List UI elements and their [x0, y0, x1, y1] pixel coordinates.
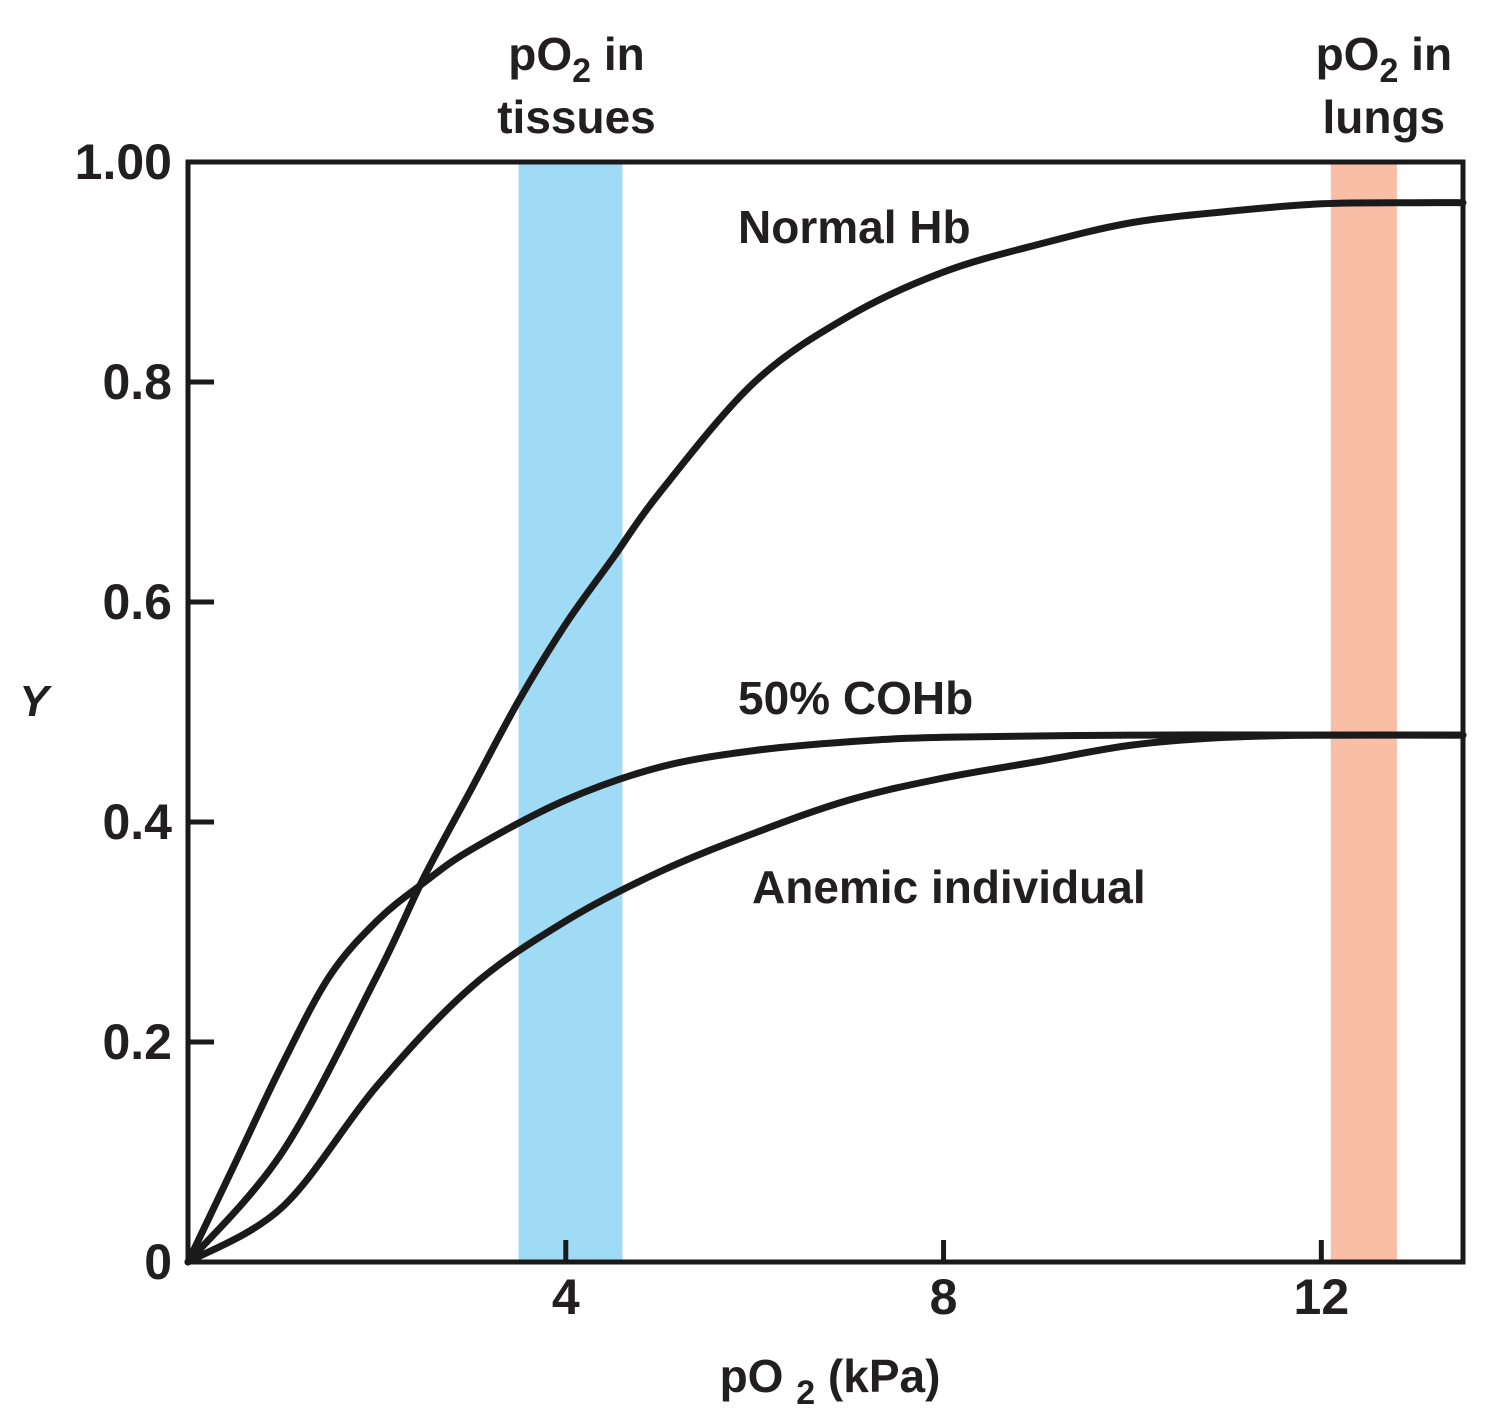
band-label-lungs-line1: pO2 in: [1316, 28, 1452, 90]
band-label-tail: in: [591, 28, 645, 80]
x-tick-label-4: 4: [552, 1269, 580, 1325]
y-tick-label-0.8: 0.8: [102, 354, 172, 410]
band-label-po: pO: [1316, 28, 1380, 80]
y-axis-label: Y: [19, 677, 52, 726]
y-tick-label-0: 0: [144, 1234, 172, 1290]
x-axis-label-sub: 2: [796, 1374, 815, 1410]
band-label-tissues-line2: tissues: [497, 91, 656, 143]
series-line-normal-hb: [184, 199, 1467, 1266]
curve-label-50-cohb: 50% COHb: [738, 672, 973, 724]
series-line-50-cohb: [184, 731, 1467, 1266]
y-tick-label-0.2: 0.2: [102, 1014, 172, 1070]
curve-layer: [184, 199, 1467, 1266]
band-label-po: pO: [508, 28, 572, 80]
x-axis-label-main: pO: [720, 1350, 784, 1402]
y-tick-label-0.6: 0.6: [102, 574, 172, 630]
band-label-lungs-line2: lungs: [1322, 91, 1445, 143]
band-label-tissues-line1: pO2 in: [508, 28, 644, 90]
x-axis-label: pO 2 (kPa): [720, 1350, 941, 1410]
band-label-sub: 2: [572, 52, 591, 90]
x-axis-label-unit: (kPa): [815, 1350, 940, 1402]
curve-label-anemic-individual: Anemic individual: [752, 861, 1146, 913]
y-tick-label-1.00: 1.00: [75, 134, 172, 190]
y-tick-label-0.4: 0.4: [102, 794, 172, 850]
x-tick-label-8: 8: [930, 1269, 958, 1325]
x-tick-label-12: 12: [1294, 1269, 1350, 1325]
curve-label-normal-hb: Normal Hb: [738, 201, 971, 253]
tick-layer: [188, 379, 1324, 1262]
band-tissues: [518, 164, 623, 1260]
plot-frame: [185, 159, 1466, 1265]
band-layer: [518, 164, 1397, 1260]
band-lungs: [1330, 164, 1397, 1260]
band-label-tail: in: [1398, 28, 1452, 80]
series-line-anemic-individual: [184, 731, 1467, 1266]
band-label-sub: 2: [1379, 52, 1398, 90]
